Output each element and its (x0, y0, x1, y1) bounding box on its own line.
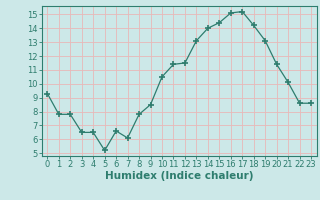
X-axis label: Humidex (Indice chaleur): Humidex (Indice chaleur) (105, 171, 253, 181)
